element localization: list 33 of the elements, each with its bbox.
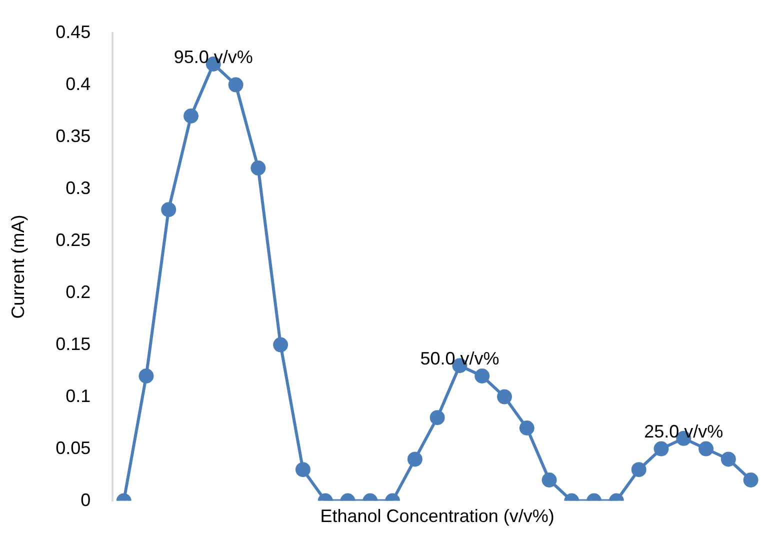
y-tick-label: 0.25 bbox=[56, 230, 91, 250]
point bbox=[496, 389, 512, 404]
point bbox=[161, 202, 176, 218]
point bbox=[273, 337, 288, 352]
point bbox=[228, 77, 244, 92]
point bbox=[698, 441, 714, 456]
y-axis-title: Current (mA) bbox=[8, 214, 28, 319]
point bbox=[430, 410, 445, 426]
point bbox=[743, 472, 758, 488]
point bbox=[631, 462, 646, 478]
point bbox=[519, 420, 534, 436]
y-tick-label: 0.2 bbox=[66, 282, 91, 302]
point bbox=[654, 441, 669, 456]
y-tick-label: 0 bbox=[80, 490, 91, 510]
annotation: 95.0 v/v% bbox=[174, 46, 253, 67]
y-tick-label: 0.1 bbox=[66, 386, 91, 406]
y-tick-label: 0.3 bbox=[66, 178, 91, 198]
annotation: 25.0 v/v% bbox=[644, 421, 724, 442]
point bbox=[184, 108, 199, 124]
y-tick-label: 0.15 bbox=[56, 334, 91, 354]
annotation: 50.0 v/v% bbox=[420, 348, 500, 369]
x-axis-title: Ethanol Concentration (v/v%) bbox=[320, 506, 554, 526]
y-tick-label: 0.4 bbox=[66, 74, 91, 94]
y-tick-label: 0.05 bbox=[56, 438, 91, 458]
point bbox=[407, 452, 422, 467]
point bbox=[250, 160, 266, 176]
y-tick-label: 0.35 bbox=[56, 126, 91, 146]
point bbox=[295, 462, 310, 478]
point bbox=[542, 472, 557, 488]
point bbox=[474, 368, 490, 384]
y-tick-label: 0.45 bbox=[56, 22, 91, 42]
point bbox=[720, 452, 736, 467]
point bbox=[138, 368, 154, 384]
